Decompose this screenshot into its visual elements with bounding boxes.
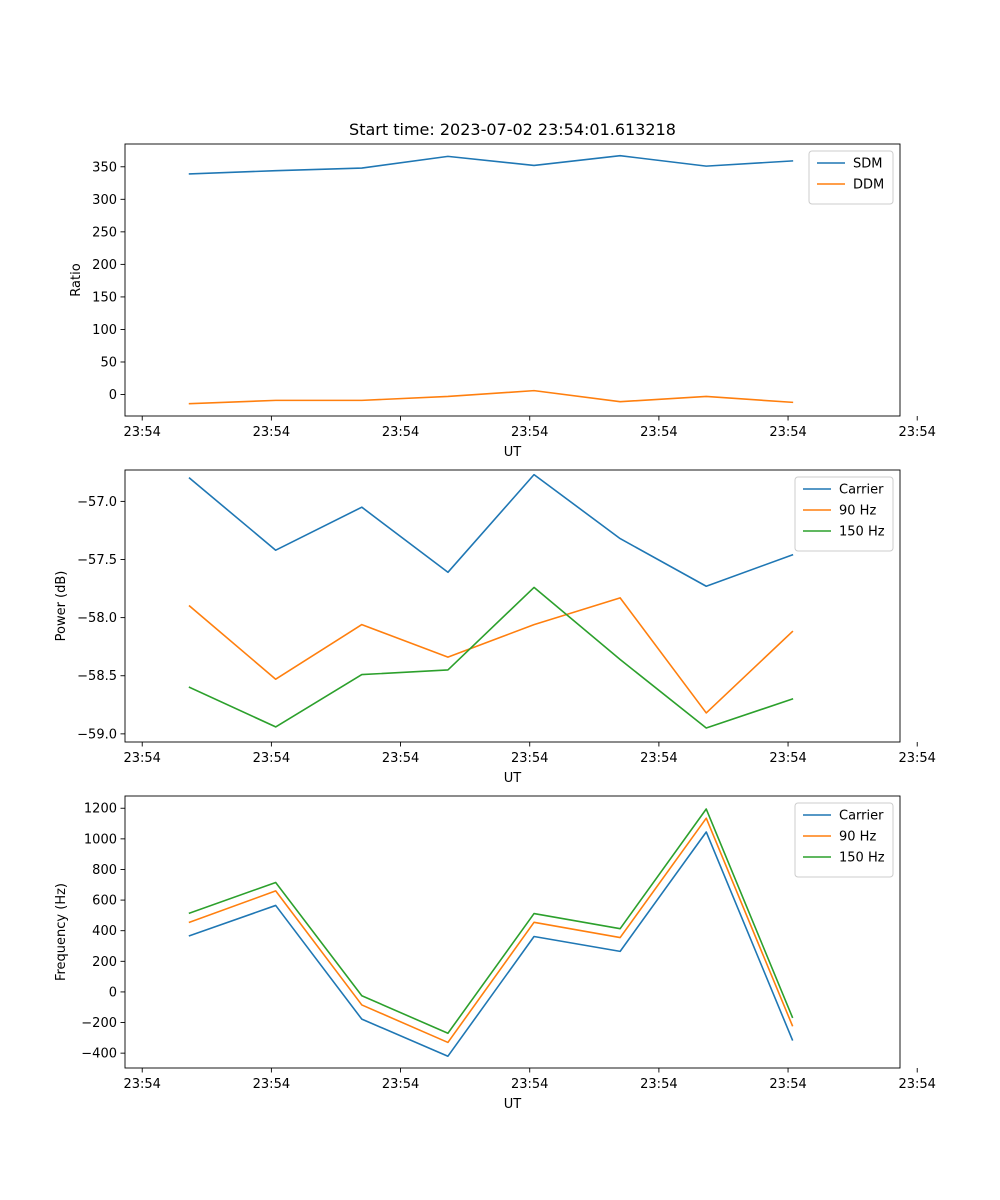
plot-frame [124, 795, 901, 1069]
legend-label: Carrier [839, 809, 884, 824]
y-tick-label: 250 [92, 225, 117, 240]
chart-panel-3: 23:54 23:54 23:54 23:54 23:54 23:54 23:54 −400 −… [54, 795, 936, 1112]
y-tick-label: 0 [109, 388, 117, 403]
x-tick-label: 23:54 [382, 425, 419, 440]
y-tick-label: 800 [92, 863, 117, 878]
y-tick-label: 350 [92, 160, 117, 175]
x-tick-label: 23:54 [511, 1077, 548, 1092]
plot-frame [124, 143, 901, 417]
legend-label: DDM [853, 178, 884, 193]
y-tick-label: 1000 [84, 832, 117, 847]
y-tick-label: 1200 [84, 802, 117, 817]
y-tick-label: −58.5 [77, 669, 117, 684]
chart-panel-2: 23:54 23:54 23:54 23:54 23:54 23:54 23:54 −59.0… [54, 469, 936, 786]
x-tick-label: 23:54 [253, 1077, 290, 1092]
x-tick-label: 23:54 [898, 751, 935, 766]
y-axis-label: Ratio [69, 263, 84, 296]
y-tick-label: −57.0 [77, 495, 117, 510]
y-tick-label: −400 [81, 1047, 117, 1062]
legend-label: SDM [853, 157, 882, 172]
legend: SDM DDM [808, 150, 894, 205]
y-tick-label: −200 [81, 1016, 117, 1031]
plot-frame [124, 469, 901, 743]
y-tick-label: 300 [92, 193, 117, 208]
y-tick-label: 50 [100, 355, 117, 370]
y-tick-label: 600 [92, 894, 117, 909]
legend: Carrier 90 Hz 150 Hz [794, 476, 894, 552]
x-tick-label: 23:54 [640, 425, 677, 440]
legend-box [808, 150, 894, 205]
x-tick-label: 23:54 [123, 425, 160, 440]
y-tick-label: 150 [92, 290, 117, 305]
x-tick-label: 23:54 [511, 751, 548, 766]
x-axis-label: UT [504, 1097, 522, 1112]
x-axis-label: UT [504, 445, 522, 460]
legend-label: 90 Hz [839, 504, 876, 519]
series-line-90-hz [188, 597, 794, 714]
legend-label: 150 Hz [839, 525, 885, 540]
series-line-ddm [188, 389, 794, 405]
y-tick-label: 400 [92, 924, 117, 939]
chart-panel-1: 23:54 23:54 23:54 23:54 23:54 23:54 23:54 0 50 10… [69, 120, 936, 460]
y-axis-label: Power (dB) [54, 571, 69, 642]
series-line-150-hz [188, 586, 794, 729]
y-tick-label: 100 [92, 323, 117, 338]
series-line-sdm [188, 154, 794, 175]
x-tick-label: 23:54 [640, 1077, 677, 1092]
legend-box [794, 476, 894, 552]
y-tick-label: −57.5 [77, 553, 117, 568]
x-tick-label: 23:54 [769, 1077, 806, 1092]
x-tick-label: 23:54 [382, 1077, 419, 1092]
legend-label: 150 Hz [839, 851, 885, 866]
x-tick-label: 23:54 [253, 425, 290, 440]
y-tick-label: 200 [92, 258, 117, 273]
y-tick-label: 200 [92, 955, 117, 970]
y-tick-label: −58.0 [77, 611, 117, 626]
series-line-150-hz [188, 808, 794, 1035]
x-tick-label: 23:54 [898, 425, 935, 440]
y-tick-label: 0 [109, 985, 117, 1000]
x-tick-label: 23:54 [898, 1077, 935, 1092]
y-tick-label: −59.0 [77, 727, 117, 742]
series-line-carrier [188, 831, 794, 1058]
series-line-carrier [188, 473, 794, 588]
x-axis-label: UT [504, 771, 522, 786]
x-tick-label: 23:54 [640, 751, 677, 766]
x-tick-label: 23:54 [123, 1077, 160, 1092]
x-tick-label: 23:54 [511, 425, 548, 440]
legend: Carrier 90 Hz 150 Hz [794, 802, 894, 878]
legend-box [794, 802, 894, 878]
y-axis-label: Frequency (Hz) [54, 883, 69, 981]
legend-label: 90 Hz [839, 830, 876, 845]
x-tick-label: 23:54 [769, 425, 806, 440]
series-line-90-hz [188, 817, 794, 1044]
legend-label: Carrier [839, 483, 884, 498]
x-tick-label: 23:54 [382, 751, 419, 766]
x-tick-label: 23:54 [769, 751, 806, 766]
x-tick-label: 23:54 [123, 751, 160, 766]
chart-title: Start time: 2023-07-02 23:54:01.613218 [349, 120, 676, 139]
x-tick-label: 23:54 [253, 751, 290, 766]
